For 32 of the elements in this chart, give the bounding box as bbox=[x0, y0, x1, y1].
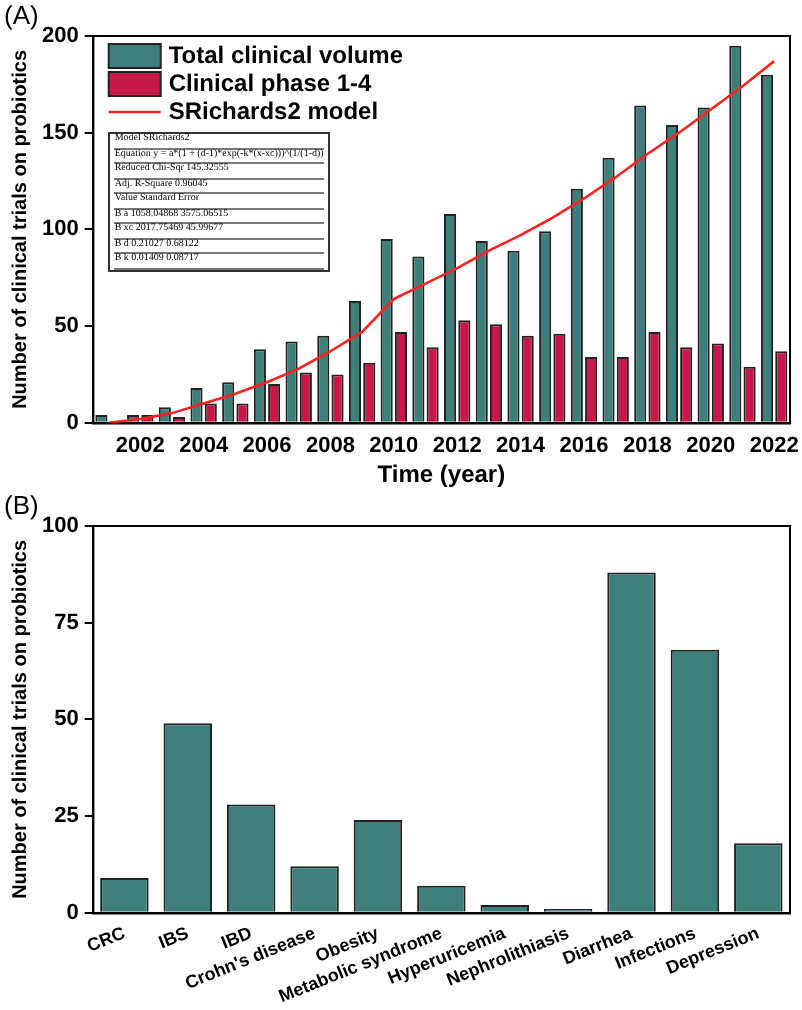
x-axis-title: Time (year) bbox=[377, 460, 506, 489]
x-tick-label: 2002 bbox=[115, 434, 165, 459]
y-tick-label: 0 bbox=[66, 410, 79, 435]
x-tick-label: 2012 bbox=[432, 434, 482, 459]
legend-label: SRichards2 model bbox=[168, 96, 379, 125]
x-tick-label: 2016 bbox=[559, 434, 609, 459]
y-tick-label: 200 bbox=[41, 24, 79, 49]
legend-label: Total clinical volume bbox=[168, 40, 404, 69]
y-tick-label: 150 bbox=[41, 120, 79, 145]
x-tick-label: 2010 bbox=[369, 434, 419, 459]
y-tick-label: 0 bbox=[66, 900, 79, 925]
x-tick-label: 2022 bbox=[749, 434, 799, 459]
y-tick-label: 100 bbox=[41, 514, 79, 539]
legend-label: Clinical phase 1-4 bbox=[168, 68, 373, 97]
y-axis-title: Number of clinical trials on probiotics bbox=[9, 539, 32, 899]
x-tick-label: IBD bbox=[218, 922, 256, 953]
x-tick-label: 2014 bbox=[496, 434, 547, 459]
chart-title: (A) bbox=[4, 0, 39, 30]
y-tick-label: 50 bbox=[54, 707, 79, 732]
x-tick-label: CRC bbox=[84, 922, 129, 956]
y-tick-label: 75 bbox=[54, 610, 79, 635]
y-tick-label: 100 bbox=[41, 217, 79, 242]
y-tick-label: 50 bbox=[54, 314, 79, 339]
x-tick-label: 2018 bbox=[622, 434, 672, 459]
x-tick-label: IBS bbox=[155, 922, 192, 953]
chart-title: (B) bbox=[4, 490, 39, 520]
x-tick-label: 2020 bbox=[686, 434, 736, 459]
x-tick-label: 2006 bbox=[242, 434, 292, 459]
x-tick-label: 2004 bbox=[179, 434, 230, 459]
y-tick-label: 25 bbox=[54, 804, 79, 829]
y-axis-title: Number of clinical trials on probiotics bbox=[9, 49, 32, 409]
x-tick-label: 2008 bbox=[305, 434, 355, 459]
